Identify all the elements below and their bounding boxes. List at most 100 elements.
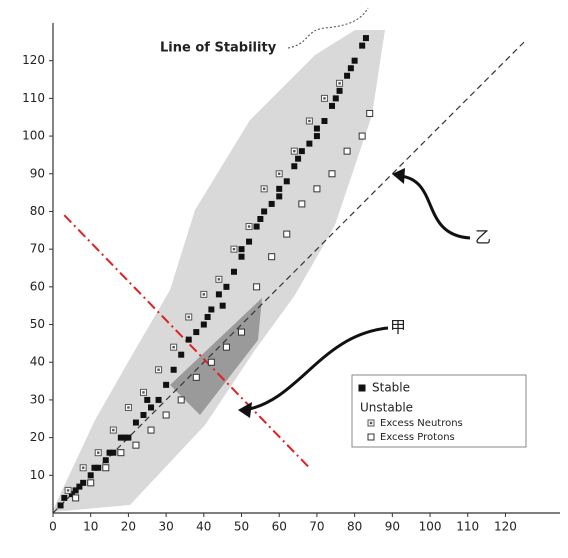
point — [64, 486, 72, 494]
point-dot — [127, 406, 130, 409]
annotation: 甲 — [390, 318, 406, 337]
point-dot — [308, 119, 311, 123]
x-tick-label: 60 — [272, 520, 287, 534]
point-box — [117, 449, 125, 457]
annotation: Line of Stability — [160, 41, 277, 56]
point-dot — [293, 149, 296, 153]
point-dot — [112, 428, 115, 432]
annotation: 乙 — [475, 228, 491, 247]
point — [238, 253, 245, 260]
point — [291, 163, 298, 170]
point — [72, 494, 80, 502]
x-tick-label: 0 — [49, 520, 57, 534]
point — [230, 268, 237, 275]
point — [359, 42, 366, 49]
point — [367, 419, 375, 427]
point — [347, 65, 354, 72]
point — [268, 200, 275, 207]
point — [192, 373, 200, 381]
legend-label: Excess Neutrons — [380, 418, 463, 429]
point-box — [253, 283, 261, 291]
point — [366, 109, 374, 117]
point — [275, 170, 283, 178]
point-box — [358, 132, 366, 140]
point — [193, 329, 200, 336]
point-box — [328, 170, 336, 178]
point — [290, 147, 298, 155]
arrow — [399, 174, 471, 240]
point-dot — [187, 315, 190, 319]
point — [261, 208, 268, 215]
point — [222, 343, 230, 351]
point — [246, 238, 253, 245]
point — [155, 366, 163, 374]
point — [208, 306, 215, 313]
point-dot — [142, 391, 145, 394]
point — [148, 404, 155, 411]
point — [125, 434, 132, 441]
point — [68, 491, 75, 498]
point — [124, 403, 132, 411]
point — [238, 246, 245, 253]
point — [219, 302, 226, 309]
point-dot — [262, 187, 266, 191]
point — [170, 366, 177, 373]
point — [358, 132, 366, 140]
legend-label: Stable — [372, 381, 410, 395]
point — [313, 133, 320, 140]
point — [185, 336, 192, 343]
point — [367, 433, 375, 441]
point — [102, 464, 110, 472]
point — [117, 434, 124, 441]
point — [336, 79, 344, 87]
y-tick-label: 120 — [22, 53, 45, 67]
point — [106, 449, 113, 456]
x-tick-label: 50 — [234, 520, 249, 534]
point — [328, 170, 336, 178]
point — [144, 396, 151, 403]
x-tick-label: 120 — [494, 520, 517, 534]
point — [362, 35, 369, 42]
point-box — [87, 479, 95, 487]
point — [253, 283, 261, 291]
point — [358, 384, 366, 392]
point-box — [147, 426, 155, 434]
point — [276, 193, 283, 200]
y-tick-label: 110 — [22, 91, 45, 105]
point-dot — [157, 368, 160, 371]
point — [238, 328, 246, 336]
point-box — [72, 494, 80, 502]
point — [223, 283, 230, 290]
legend — [351, 374, 527, 448]
point — [215, 291, 222, 298]
point — [344, 72, 351, 79]
point — [245, 223, 253, 231]
point-dot — [172, 345, 175, 349]
point — [139, 388, 147, 396]
point-dot — [97, 451, 100, 454]
x-tick-label: 100 — [419, 520, 442, 534]
point — [57, 502, 64, 509]
y-tick-label: 100 — [22, 129, 45, 143]
point — [230, 245, 238, 253]
point — [91, 464, 98, 471]
x-tick-label: 30 — [158, 520, 173, 534]
point — [351, 57, 358, 64]
point-box — [298, 200, 306, 208]
point-box — [192, 373, 200, 381]
point — [320, 94, 328, 102]
legend-label: Excess Protons — [380, 432, 455, 443]
y-tick-label: 60 — [30, 279, 45, 293]
point-dot — [81, 466, 85, 469]
point-box — [313, 185, 321, 193]
point — [121, 434, 128, 441]
point — [87, 472, 94, 479]
point — [94, 449, 102, 457]
y-tick-label: 70 — [30, 242, 45, 256]
point — [177, 396, 185, 404]
point — [305, 117, 313, 125]
point — [76, 483, 83, 490]
point — [336, 87, 343, 94]
point — [200, 321, 207, 328]
point — [109, 426, 117, 434]
